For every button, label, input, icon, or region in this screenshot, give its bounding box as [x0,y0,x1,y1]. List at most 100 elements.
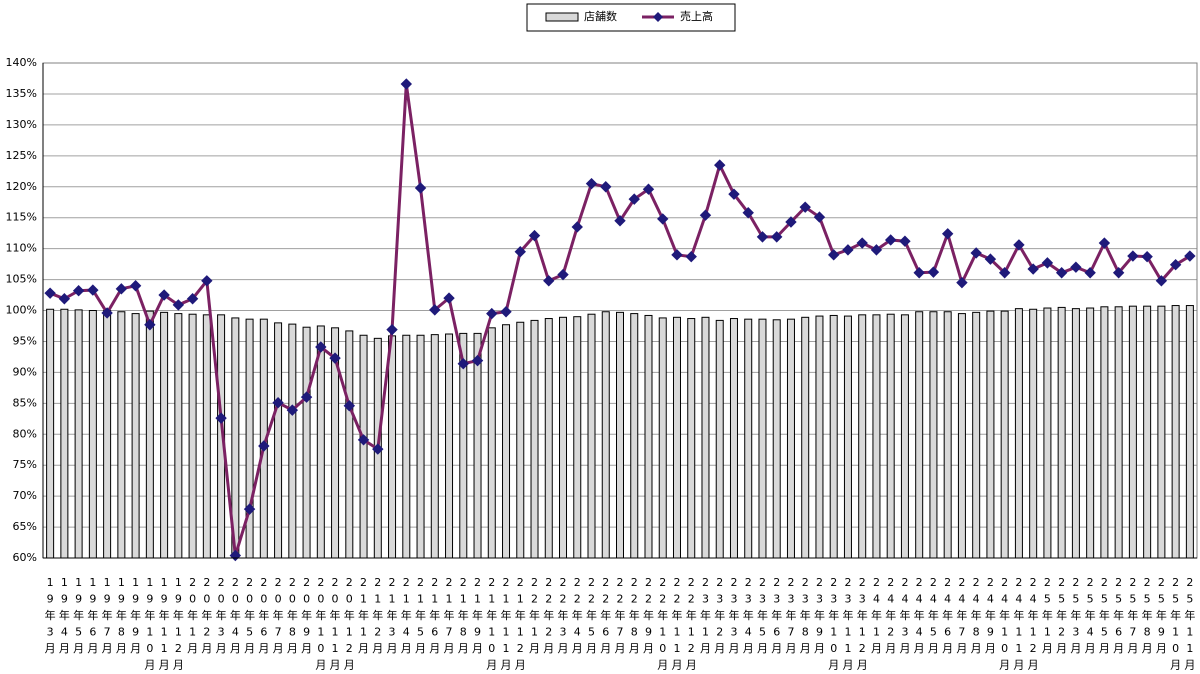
bar [117,311,126,559]
bar [915,311,924,559]
marker [528,229,541,242]
bar [88,310,97,559]
y-tick-label: 120% [6,180,37,193]
marker [471,354,484,367]
bar [972,311,981,559]
bar [388,335,397,559]
bar [559,316,568,559]
y-tick-label: 115% [6,211,37,224]
bar [943,311,952,559]
marker [1013,239,1025,251]
bar [701,316,710,559]
marker [115,283,128,295]
marker [827,249,840,261]
marker [486,307,498,320]
marker [400,78,413,90]
marker [258,440,270,452]
bar [900,314,909,559]
bar [815,315,824,559]
marker [557,268,569,281]
bar [74,309,83,559]
bar [872,314,881,559]
legend-label: 店舗数 [584,9,617,23]
y-tick-label: 75% [13,458,37,471]
bar [302,326,311,559]
marker [614,215,626,227]
marker [457,358,469,370]
marker [543,275,555,287]
bar [1086,307,1095,559]
bar [929,311,938,559]
bar [843,315,852,559]
marker [728,188,740,200]
marker [756,231,769,243]
marker [272,396,284,409]
marker [685,250,697,263]
bar [786,318,795,559]
marker [671,249,683,261]
bar [772,319,781,559]
marker [101,307,113,319]
y-tick-label: 110% [6,242,37,255]
y-tick-label: 130% [6,118,37,131]
bar [160,311,169,559]
marker [158,289,170,301]
bar [573,316,582,559]
bar [1185,305,1194,559]
bar [986,310,995,559]
bar [402,334,411,559]
bar [487,327,496,559]
bar [416,334,425,559]
bar [801,316,810,559]
bar [672,316,681,559]
marker [329,352,341,364]
bar [502,324,511,559]
bar [644,314,653,559]
marker [500,306,512,318]
marker [785,216,797,228]
bar [516,321,525,559]
bar [858,314,867,559]
bar [473,332,482,559]
marker [243,503,256,515]
marker [771,231,783,243]
bar [715,319,724,559]
bar [829,314,838,559]
bar [430,334,439,559]
marker [1155,275,1168,287]
